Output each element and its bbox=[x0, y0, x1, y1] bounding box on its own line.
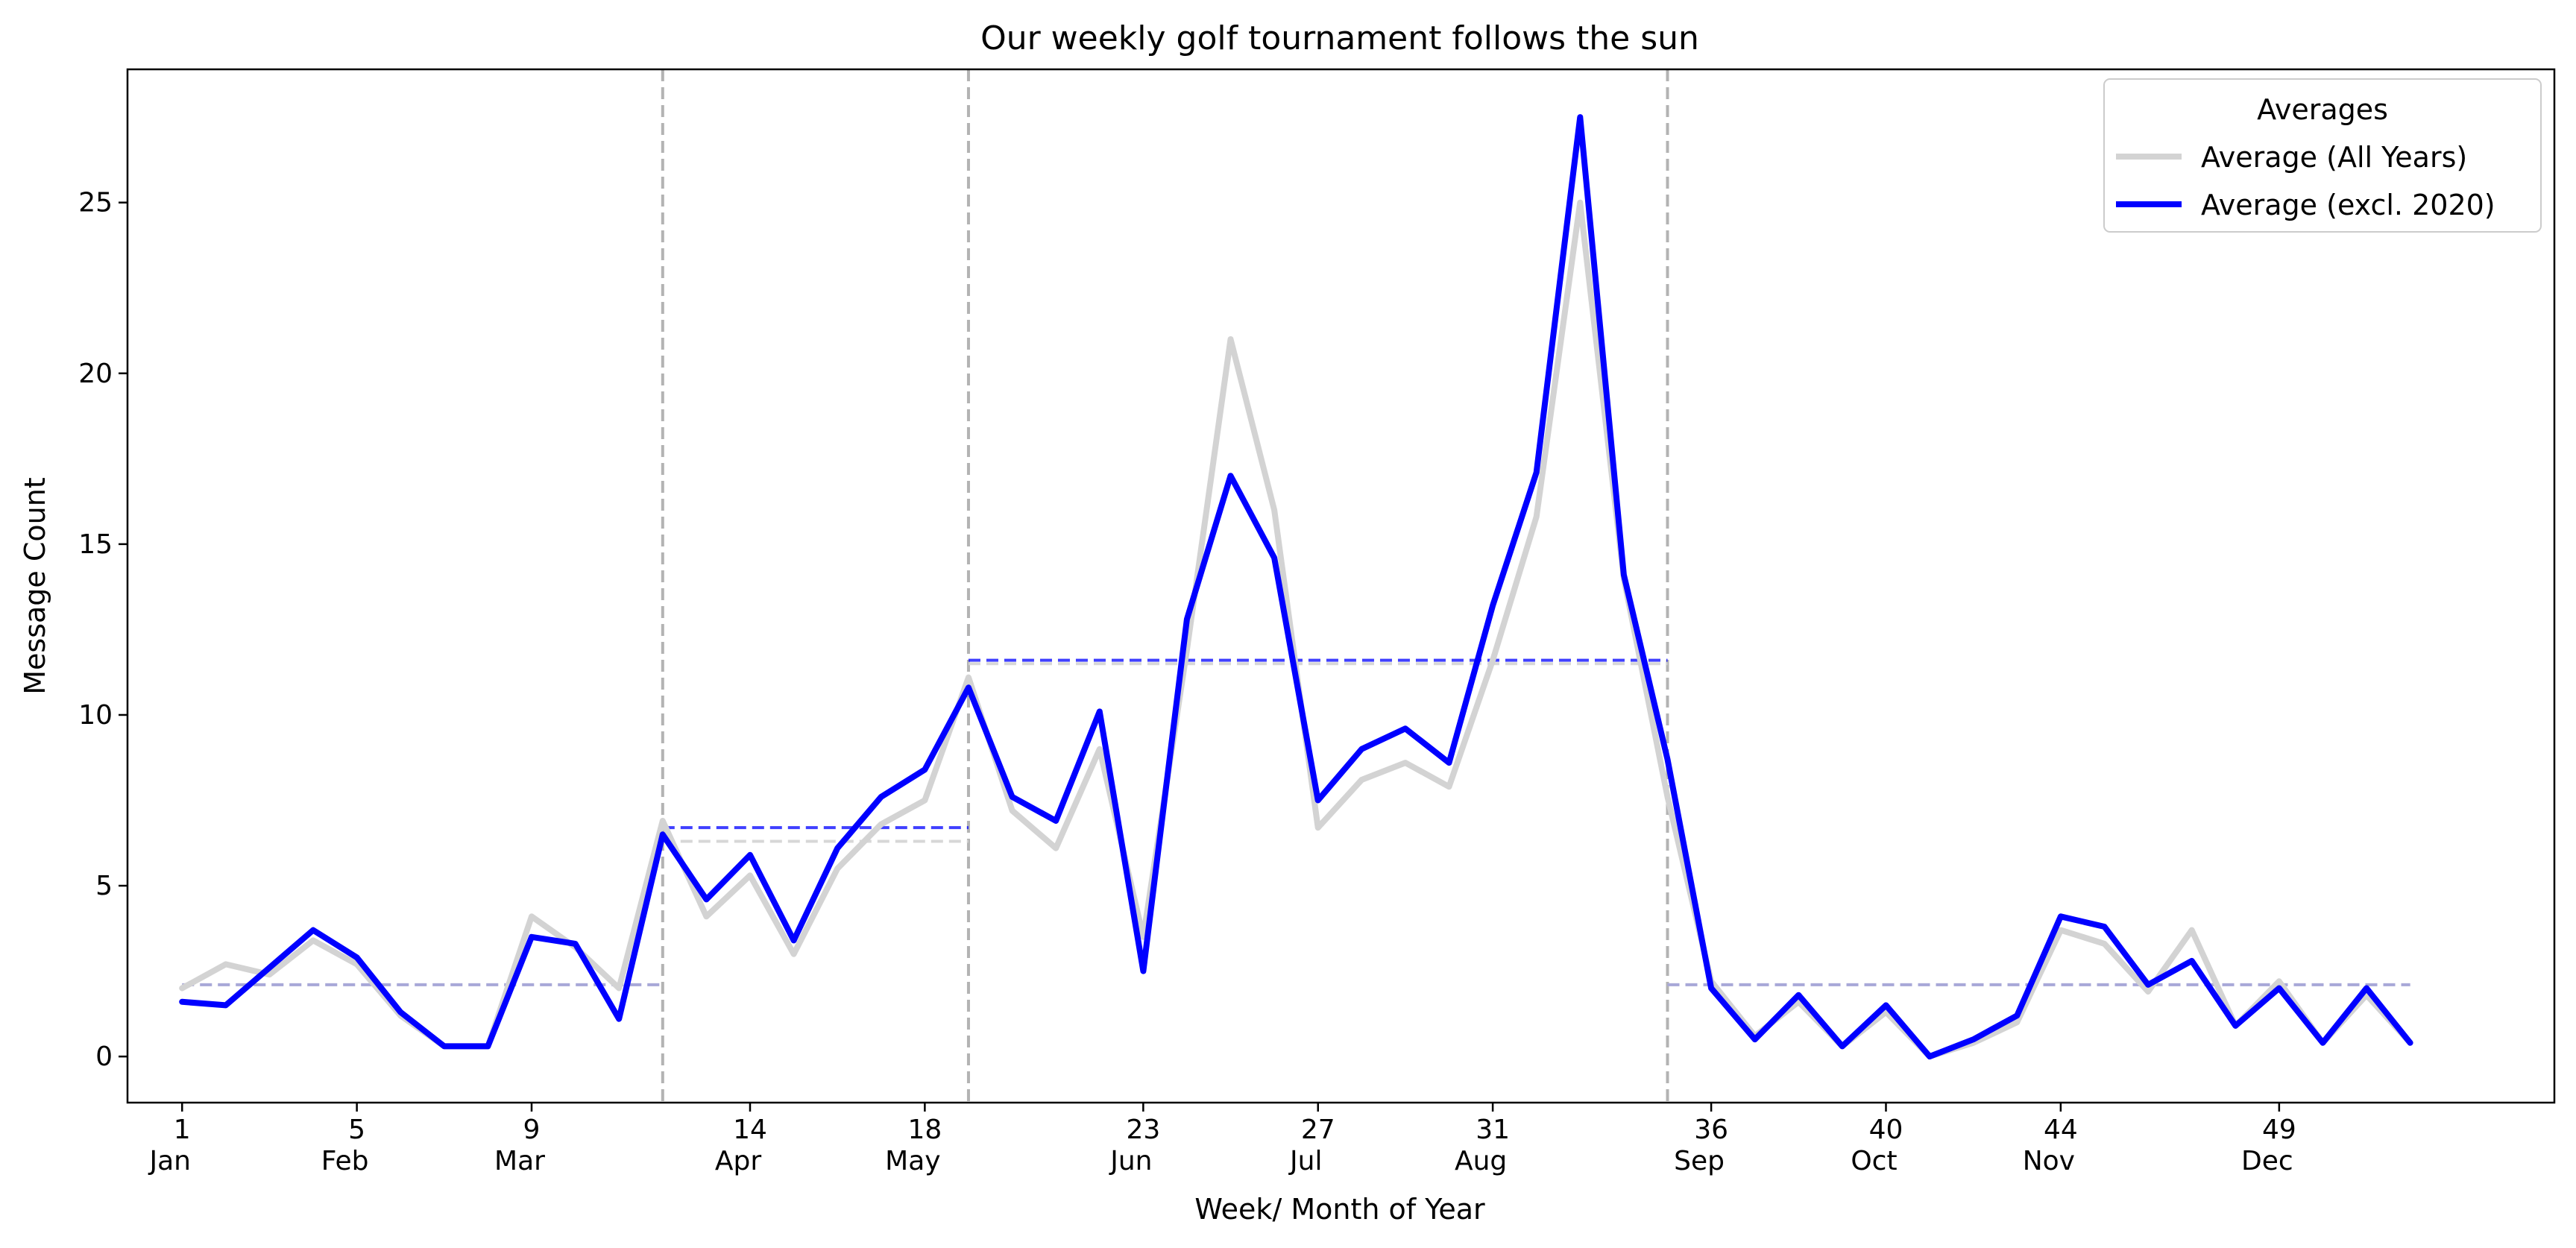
x-tick-label: 44 bbox=[2044, 1115, 2078, 1145]
x-tick-label: 5 bbox=[348, 1115, 365, 1145]
legend-box bbox=[2103, 78, 2542, 233]
x-tick-month-label: Nov bbox=[2023, 1146, 2075, 1176]
x-tick-month-label: Feb bbox=[321, 1146, 369, 1176]
x-tick-label: 9 bbox=[523, 1115, 541, 1145]
plot-content bbox=[179, 69, 2413, 1103]
x-tick-label: 14 bbox=[733, 1115, 767, 1145]
legend-label-excl-2020: Average (excl. 2020) bbox=[2201, 189, 2495, 221]
y-axis-label: Message Count bbox=[19, 477, 51, 694]
x-tick-label: 40 bbox=[1869, 1115, 1903, 1145]
x-tick-month-label: Sep bbox=[1674, 1146, 1725, 1176]
x-tick-month-label: Aug bbox=[1455, 1146, 1507, 1176]
plot-frame bbox=[126, 68, 2556, 1104]
series-line-excl-2020 bbox=[179, 114, 2413, 1060]
x-tick-month-label: Jun bbox=[1109, 1146, 1152, 1176]
y-tick-label: 20 bbox=[78, 359, 113, 389]
y-tick-label: 15 bbox=[78, 529, 113, 560]
x-tick-month-label: Jul bbox=[1288, 1146, 1322, 1176]
x-tick-label: 27 bbox=[1301, 1115, 1335, 1145]
legend-title: Averages bbox=[2257, 93, 2388, 126]
x-tick-label: 36 bbox=[1694, 1115, 1728, 1145]
x-tick-month-label: Dec bbox=[2241, 1146, 2293, 1176]
y-axis: 0 5 10 15 20 25 bbox=[78, 188, 127, 1072]
x-tick-label: 49 bbox=[2262, 1115, 2296, 1145]
x-tick-label: 18 bbox=[907, 1115, 942, 1145]
x-tick-month-label: Jan bbox=[148, 1146, 191, 1176]
y-tick-label: 5 bbox=[95, 871, 113, 901]
x-axis-label: Week/ Month of Year bbox=[1194, 1193, 1485, 1226]
y-tick-label: 25 bbox=[78, 188, 113, 218]
legend: Averages Average (All Years) Average (ex… bbox=[2103, 78, 2542, 233]
x-tick-month-label: Oct bbox=[1851, 1146, 1897, 1176]
x-tick-month-label: Mar bbox=[494, 1146, 545, 1176]
legend-label-all-years: Average (All Years) bbox=[2201, 141, 2467, 174]
x-tick-month-label: May bbox=[885, 1146, 940, 1176]
y-tick-label: 10 bbox=[78, 700, 113, 731]
chart-title: Our weekly golf tournament follows the s… bbox=[980, 19, 1699, 57]
x-tick-label: 31 bbox=[1476, 1115, 1510, 1145]
x-tick-month-label: Apr bbox=[715, 1146, 761, 1176]
x-tick-label: 23 bbox=[1126, 1115, 1160, 1145]
x-tick-label: 1 bbox=[174, 1115, 191, 1145]
y-tick-label: 0 bbox=[95, 1041, 113, 1072]
